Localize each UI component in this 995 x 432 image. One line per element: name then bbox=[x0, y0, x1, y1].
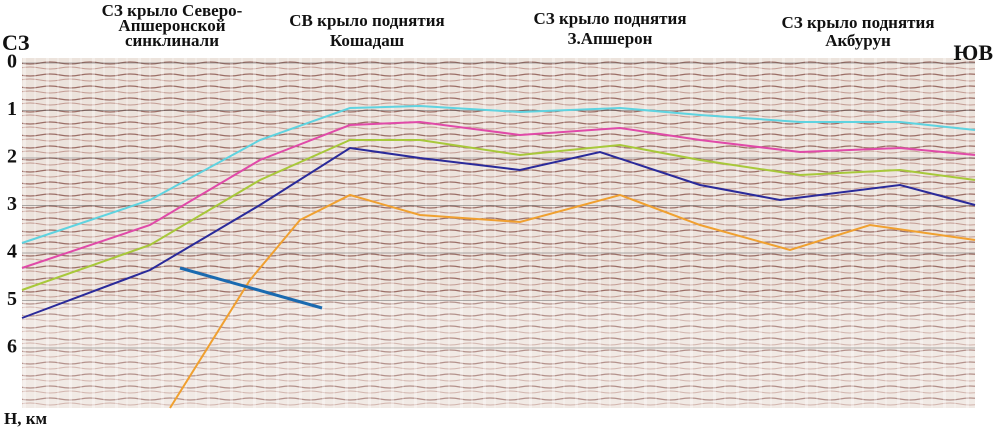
region-label: Акбурун bbox=[825, 31, 891, 50]
depth-tick-label: 5 bbox=[7, 288, 17, 310]
region-label: З.Апшерон bbox=[568, 29, 653, 48]
depth-tick-label: 6 bbox=[7, 336, 17, 358]
depth-tick-label: 1 bbox=[7, 98, 17, 120]
depth-tick-label: 3 bbox=[7, 193, 17, 215]
depth-axis-label: Н, км bbox=[4, 409, 48, 428]
right-direction: ЮВ bbox=[954, 40, 994, 65]
region-label: СЗ крыло поднятия bbox=[533, 9, 686, 28]
depth-tick-label: 0 bbox=[7, 51, 17, 73]
region-label: СЗ крыло поднятия bbox=[781, 13, 934, 32]
depth-tick-label: 4 bbox=[7, 241, 17, 263]
region-label: синклинали bbox=[125, 31, 219, 50]
region-label: СВ крыло поднятия bbox=[289, 11, 444, 30]
region-label: Кошадаш bbox=[330, 31, 404, 50]
depth-tick-label: 2 bbox=[7, 146, 17, 168]
seismic-profile: СЗ крыло Северо- Апшеронской синклинали … bbox=[0, 0, 995, 432]
